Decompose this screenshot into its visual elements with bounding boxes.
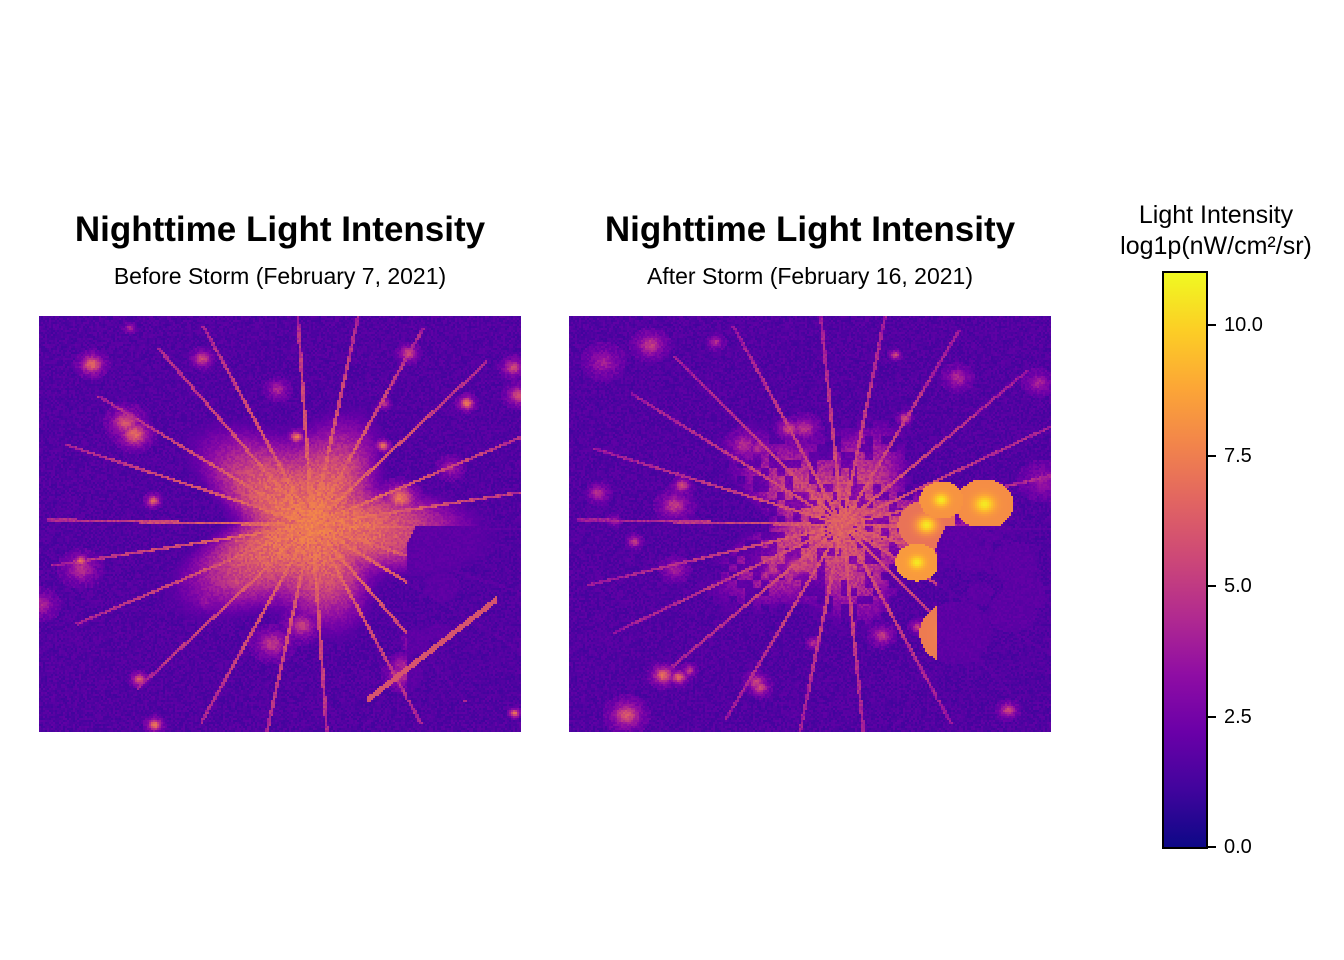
color-legend: Light Intensity log1p(nW/cm²/sr) 0.0 2.5 5… — [1100, 198, 1340, 858]
light-intensity-map-after — [569, 316, 1051, 732]
map-panel-before: Nighttime Light Intensity Before Storm (… — [39, 210, 521, 732]
colorbar — [1162, 271, 1208, 849]
colorbar-tick-label: 0.0 — [1224, 836, 1252, 858]
colorbar-tick — [1208, 454, 1216, 457]
legend-units: log1p(nW/cm²/sr) — [1120, 232, 1312, 260]
panel-title: Nighttime Light Intensity — [74, 210, 486, 249]
legend-title: Light Intensity — [1138, 201, 1294, 229]
colorbar-tick-label: 10.0 — [1224, 314, 1263, 337]
colorbar-tick-label: 5.0 — [1224, 575, 1252, 598]
map-panel-after: Nighttime Light Intensity After Storm (F… — [569, 210, 1051, 732]
colorbar-tick — [1208, 585, 1216, 588]
panel-subtitle: After Storm (February 16, 2021) — [647, 263, 973, 289]
colorbar-tick — [1208, 846, 1216, 848]
panel-subtitle: Before Storm (February 7, 2021) — [113, 263, 447, 289]
colorbar-tick — [1208, 324, 1216, 327]
light-intensity-map-before — [39, 316, 521, 732]
panel-title: Nighttime Light Intensity — [604, 210, 1016, 249]
colorbar-tick-label: 7.5 — [1224, 444, 1252, 467]
colorbar-tick — [1208, 715, 1216, 718]
colorbar-tick-label: 2.5 — [1224, 705, 1252, 728]
